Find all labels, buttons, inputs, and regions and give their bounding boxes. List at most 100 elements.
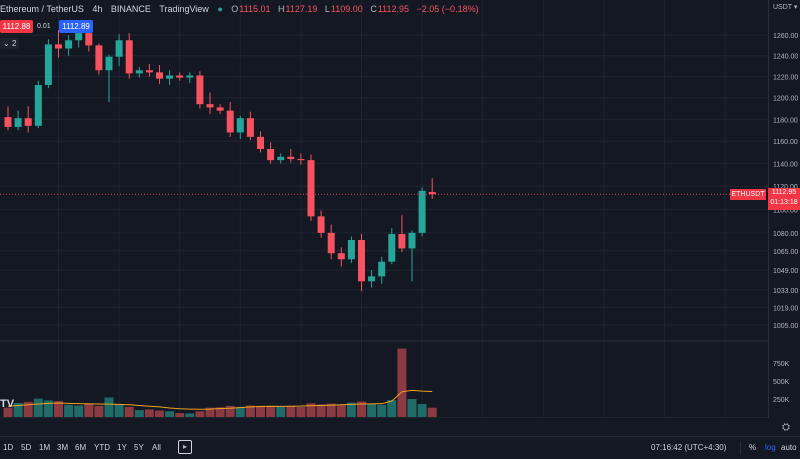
candle-body [4, 117, 12, 127]
volume-bar [235, 406, 245, 417]
volume-bar [155, 410, 164, 417]
high-label: H [278, 4, 285, 14]
price-tick-label: 1033.00 [773, 288, 798, 295]
volume-bar [13, 402, 23, 417]
candle-body [307, 160, 315, 217]
volume-bar [367, 403, 377, 417]
range-all-button[interactable]: All [152, 443, 161, 452]
range-1y-button[interactable]: 1Y [117, 443, 127, 452]
volume-bar [427, 407, 437, 417]
clock-label[interactable]: 07:16:42 (UTC+4:30) [651, 443, 727, 452]
volume-bar [33, 398, 43, 417]
volume-bar [205, 407, 215, 417]
volume-bar [336, 405, 346, 417]
range-5d-button[interactable]: 5D [21, 443, 32, 452]
candle-body [246, 118, 254, 137]
volume-bar [357, 401, 366, 417]
volume-bar [276, 406, 286, 417]
candle-body [388, 234, 396, 262]
volume-tick-label: 500K [773, 379, 790, 386]
volume-bar [326, 403, 336, 417]
volume-bar [43, 400, 53, 417]
chart-area[interactable]: 8910111213141516171819 Ethereum / Tether… [0, 0, 768, 418]
price-scale-canvas[interactable]: 1260.00 1240.00 1220.00 1200.00 1180.00 1160.… [769, 0, 800, 418]
volume-bar [124, 406, 134, 417]
candle-body [125, 40, 133, 74]
collapse-indicators-button[interactable]: ⌄ 2 [0, 38, 20, 49]
volume-bar [407, 399, 417, 417]
volume-bar [114, 404, 124, 417]
percent-scale-button[interactable]: % [749, 443, 757, 452]
candle-body [166, 75, 174, 79]
buy-button[interactable]: 1112.89 [59, 20, 93, 33]
volume-bar [225, 405, 235, 417]
range-1d-button[interactable]: 1D [3, 443, 14, 452]
auto-scale-button[interactable]: auto [781, 443, 797, 452]
candle-body [418, 190, 426, 233]
source-label: TradingView [159, 4, 209, 14]
currency-label[interactable]: USDT ▾ [773, 4, 798, 11]
volume-bar [195, 411, 205, 417]
bar-countdown: 01:13:18 [770, 199, 798, 206]
candle-body [55, 44, 62, 49]
candle-body [236, 118, 244, 133]
volume-bar [94, 405, 104, 417]
symbol-title[interactable]: Ethereum / TetherUS [0, 4, 84, 14]
low-label: L [324, 4, 330, 14]
sell-button[interactable]: 1112.88 [0, 20, 33, 33]
candle-body [347, 240, 355, 260]
volume-tick-label: 750K [773, 361, 790, 368]
volume-bar [256, 405, 265, 417]
symbol-price-tag: ETHUSDT [730, 189, 766, 200]
candle-body [65, 40, 73, 49]
candle-body [317, 216, 325, 233]
price-tick-label: 1200.00 [773, 96, 798, 103]
candle-body [287, 156, 295, 160]
candle-body [398, 234, 406, 249]
volume-bar [144, 409, 154, 417]
gear-icon[interactable]: ⛭ [782, 422, 790, 433]
volume-bar [54, 401, 63, 417]
calendar-icon[interactable]: ▸ [178, 440, 192, 454]
volume-bar [245, 405, 255, 417]
candle-body [368, 276, 376, 282]
chart-canvas[interactable]: 8910111213141516171819 [0, 0, 768, 418]
volume-bar [165, 411, 175, 417]
change-value: −2.05 (−0.18%) [416, 4, 479, 14]
range-5y-button[interactable]: 5Y [134, 443, 144, 452]
candle-body [408, 232, 416, 249]
candle-body [95, 45, 103, 71]
price-tick-label: 1049.00 [773, 268, 798, 275]
candle-body [115, 40, 123, 57]
range-3m-button[interactable]: 3M [57, 443, 69, 452]
candle-body [337, 253, 345, 260]
low-value: 1109.00 [330, 4, 363, 14]
chevron-down-icon: ▾ [793, 4, 798, 11]
candle-body [14, 118, 22, 127]
volume-bar [306, 403, 316, 417]
range-ytd-button[interactable]: YTD [94, 443, 110, 452]
open-value: 1115.01 [239, 4, 271, 14]
spread-value: 0.01 [37, 23, 51, 30]
price-tick-label: 1220.00 [773, 75, 798, 82]
candle-body [297, 159, 305, 161]
range-1m-button[interactable]: 1M [39, 443, 51, 452]
price-tick-label: 1160.00 [773, 139, 798, 146]
close-value: 1112.95 [377, 4, 410, 14]
price-tick-label: 1065.00 [773, 249, 798, 256]
interval-label[interactable]: 4h [92, 4, 103, 14]
volume-bar [397, 348, 407, 417]
range-6m-button[interactable]: 6M [75, 443, 87, 452]
candle-body [267, 148, 275, 161]
volume-bar [215, 407, 225, 417]
candle-body [44, 44, 52, 85]
price-tick-label: 1005.00 [773, 323, 798, 330]
tradingview-logo[interactable]: TV [0, 398, 15, 410]
candle-body [257, 136, 264, 149]
volume-bar [346, 402, 356, 417]
volume-bar [316, 404, 326, 417]
log-scale-button[interactable]: log [765, 443, 776, 452]
candle-body [206, 104, 214, 108]
price-tick-label: 1100.00 [773, 207, 798, 214]
volume-bar [74, 405, 84, 417]
